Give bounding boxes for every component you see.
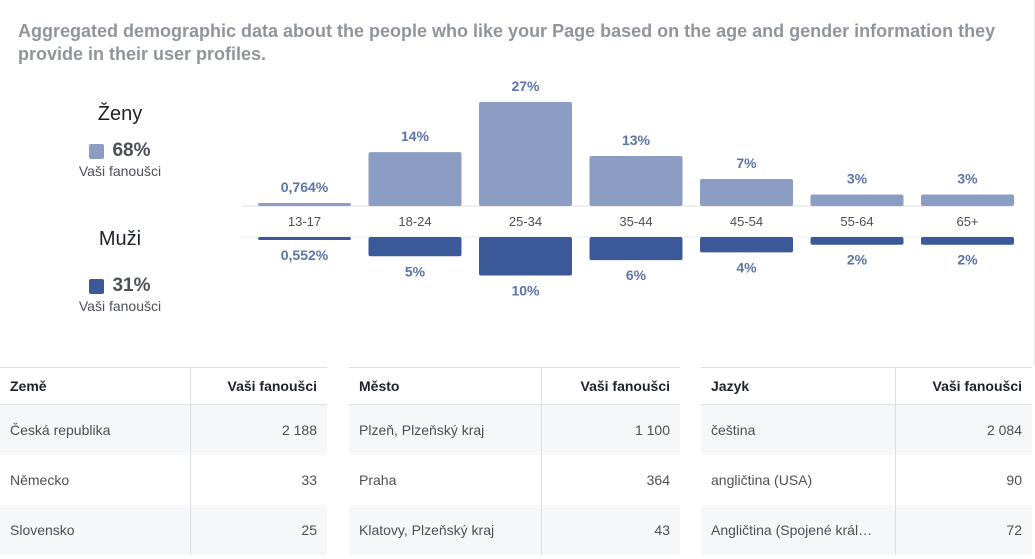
cell-fans: 33: [189, 455, 327, 505]
bar-men-label: 2%: [957, 252, 978, 268]
table-row: Klatovy, Plzeňský kraj 43: [349, 505, 680, 555]
age-category-label: 25-34: [509, 214, 542, 229]
cell-language: čeština: [701, 404, 895, 455]
bar-women: [589, 155, 683, 206]
legend-men-percent: 31%: [112, 275, 151, 296]
legend-men-label: Muži: [98, 228, 142, 250]
age-category-label: 35-44: [619, 214, 652, 229]
bar-men-label: 2%: [847, 252, 868, 268]
legend-women-label: Ženy: [97, 103, 143, 125]
legend-men-swatch: [89, 278, 105, 294]
table-row: Německo 33: [0, 455, 327, 505]
age-category-label: 55-64: [840, 214, 873, 229]
cell-fans: 2 084: [894, 404, 1032, 455]
cell-fans: 90: [894, 455, 1032, 505]
age-band: [241, 206, 1013, 237]
col-header-country[interactable]: Země: [0, 367, 190, 405]
col-header-language[interactable]: Jazyk: [701, 367, 895, 405]
bar-women: [921, 194, 1014, 206]
cell-country: Česká republika: [0, 404, 190, 455]
cell-country: Německo: [0, 455, 190, 505]
cell-city: Praha: [349, 455, 541, 505]
bar-women-label: 7%: [736, 155, 757, 171]
bar-women: [258, 203, 351, 206]
cell-country: Slovensko: [0, 505, 190, 555]
bar-women-label: 3%: [847, 170, 868, 186]
bar-men: [589, 237, 683, 261]
bar-men-label: 6%: [626, 267, 647, 283]
cell-fans: 2 188: [189, 404, 327, 455]
age-category-label: 65+: [956, 214, 978, 229]
age-category-label: 13-17: [288, 214, 321, 229]
bar-men: [810, 237, 904, 245]
cell-language: angličtina (USA): [701, 455, 895, 505]
cell-fans: 43: [540, 505, 680, 555]
table-row: angličtina (USA) 90: [701, 455, 1032, 505]
age-category-label: 18-24: [398, 214, 431, 229]
table-cities: Město Vaši fanoušci Plzeň, Plzeňský kraj…: [349, 367, 680, 555]
description-text: Aggregated demographic data about the pe…: [18, 21, 996, 64]
bar-men: [921, 237, 1014, 245]
table-row: čeština 2 084: [701, 404, 1032, 455]
legend-men: Muži 31% Vaši fanoušci: [60, 228, 180, 314]
legend-women-sub: Vaši fanoušci: [78, 163, 162, 179]
col-header-fans[interactable]: Vaši fanoušci: [189, 367, 327, 405]
bar-women: [810, 194, 904, 206]
legend-women-percent-row: 68%: [60, 140, 180, 162]
cell-city: Klatovy, Plzeňský kraj: [349, 505, 541, 555]
bar-women-label: 27%: [511, 78, 540, 94]
bar-men-label: 5%: [405, 263, 426, 279]
cell-fans: 364: [540, 455, 680, 505]
cell-language-text: Angličtina (Spojené král…: [711, 522, 873, 538]
col-header-city[interactable]: Město: [349, 367, 541, 405]
bar-women: [479, 102, 572, 206]
table-row: Praha 364: [349, 455, 680, 505]
col-header-fans[interactable]: Vaši fanoušci: [894, 367, 1032, 405]
table-row: Slovensko 25: [0, 505, 327, 555]
col-header-fans[interactable]: Vaši fanoušci: [540, 367, 680, 405]
bar-men-label: 4%: [736, 259, 757, 275]
age-gender-chart: 0,764% 0,552% 13-17 14% 5% 18-24 27% 10% 25-34 13…: [241, 78, 1014, 299]
age-category-label: 45-54: [730, 214, 763, 229]
bar-women: [368, 152, 462, 206]
bar-men-label: 0,552%: [281, 247, 329, 263]
bar-men: [700, 237, 793, 253]
table-countries: Země Vaši fanoušci Česká republika 2 188…: [0, 367, 327, 555]
bar-women-label: 14%: [401, 128, 430, 144]
bar-women-label: 13%: [622, 132, 651, 148]
legend-women-percent: 68%: [112, 140, 151, 161]
table-languages: Jazyk Vaši fanoušci čeština 2 084 anglič…: [701, 367, 1032, 555]
bar-women: [700, 179, 793, 206]
legend-men-sub: Vaši fanoušci: [78, 298, 162, 314]
cell-fans: 1 100: [540, 404, 680, 455]
cell-city: Plzeň, Plzeňský kraj: [349, 404, 541, 455]
legend-women-swatch: [89, 143, 105, 159]
bar-men: [479, 237, 572, 276]
legend-women: Ženy 68% Vaši fanoušci: [60, 103, 180, 179]
bar-men: [368, 237, 462, 257]
table-row: Plzeň, Plzeňský kraj 1 100: [349, 404, 680, 455]
bar-women-label: 0,764%: [281, 179, 329, 195]
table-row: Česká republika 2 188: [0, 404, 327, 455]
bar-men: [258, 237, 351, 240]
cell-language: Angličtina (Spojené král…: [701, 505, 895, 555]
bar-women-label: 3%: [957, 170, 978, 186]
bar-men-label: 10%: [511, 283, 540, 299]
table-row: Angličtina (Spojené král… 72: [701, 505, 1032, 555]
cell-fans: 72: [894, 505, 1032, 555]
cell-fans: 25: [189, 505, 327, 555]
legend-men-percent-row: 31%: [60, 275, 180, 297]
